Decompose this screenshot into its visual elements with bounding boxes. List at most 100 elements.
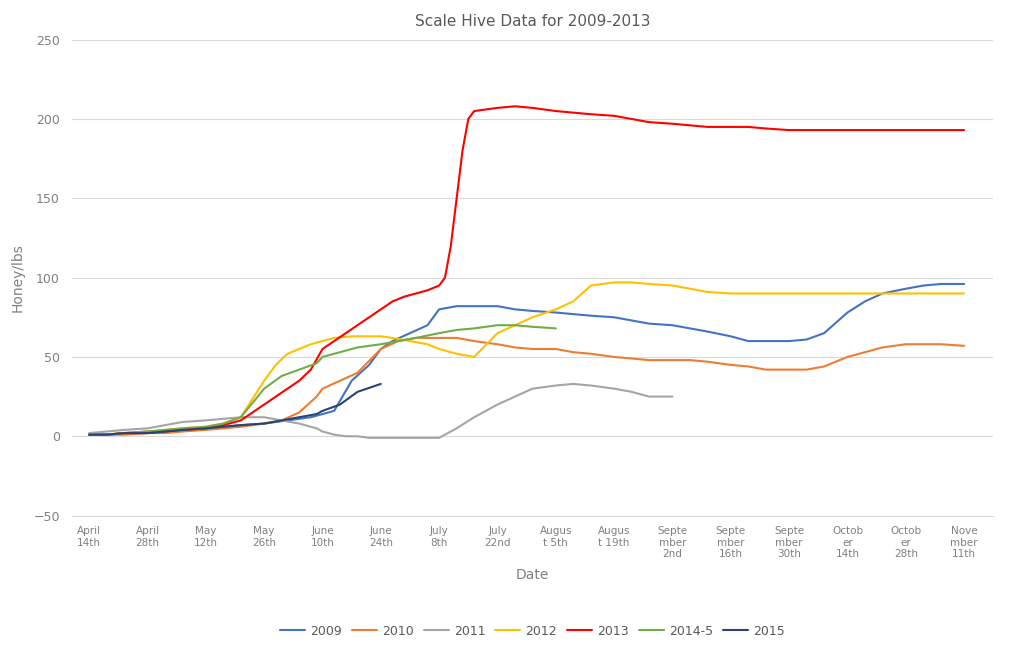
2009 — [305, 413, 317, 421]
2009 — [118, 429, 130, 437]
2010 — [550, 345, 562, 353]
2012 — [877, 290, 889, 297]
2015 — [258, 420, 270, 428]
2009 — [585, 312, 597, 320]
2010 — [410, 334, 422, 342]
2010 — [608, 353, 621, 361]
2009 — [345, 377, 357, 385]
2010 — [918, 340, 930, 348]
2014-5 — [316, 353, 329, 361]
2011 — [176, 418, 188, 426]
2010 — [701, 358, 714, 366]
Line: 2009: 2009 — [89, 284, 965, 435]
2011 — [258, 413, 270, 421]
2015 — [200, 424, 212, 432]
2009 — [176, 426, 188, 434]
2012 — [159, 426, 171, 434]
2012 — [550, 305, 562, 313]
2012 — [269, 361, 282, 369]
2012 — [141, 428, 154, 436]
2012 — [118, 429, 130, 437]
2010 — [783, 366, 796, 373]
2012 — [282, 350, 294, 358]
2010 — [818, 362, 830, 370]
2009 — [234, 421, 247, 429]
2011 — [626, 388, 638, 396]
2010 — [141, 429, 154, 437]
2009 — [269, 418, 282, 426]
2012 — [626, 278, 638, 286]
2011 — [550, 381, 562, 389]
2009 — [801, 336, 813, 344]
2012 — [958, 290, 971, 297]
2014-5 — [468, 325, 480, 332]
2010 — [900, 340, 912, 348]
2011 — [328, 431, 340, 439]
2009 — [667, 321, 679, 329]
Line: 2014-5: 2014-5 — [89, 325, 556, 435]
2012 — [176, 424, 188, 432]
2009 — [842, 309, 854, 317]
2012 — [842, 290, 854, 297]
2012 — [293, 345, 305, 353]
2009 — [742, 337, 755, 345]
2011 — [351, 432, 364, 440]
Line: 2013: 2013 — [89, 106, 965, 435]
Title: Scale Hive Data for 2009-2013: Scale Hive Data for 2009-2013 — [415, 14, 650, 29]
2009 — [567, 310, 580, 318]
2014-5 — [275, 372, 288, 380]
2012 — [433, 345, 445, 353]
2012 — [386, 334, 398, 342]
2013 — [958, 126, 971, 134]
2012 — [345, 332, 357, 340]
2011 — [526, 385, 539, 393]
2011 — [316, 428, 329, 436]
2013 — [567, 108, 580, 116]
2009 — [282, 416, 294, 424]
2012 — [234, 413, 247, 421]
2009 — [258, 420, 270, 428]
2014-5 — [100, 431, 113, 439]
2014-5 — [492, 321, 504, 329]
2015 — [293, 413, 305, 421]
2010 — [217, 424, 229, 432]
2011 — [643, 393, 655, 401]
2012 — [509, 321, 521, 329]
2009 — [293, 415, 305, 423]
2010 — [375, 345, 387, 353]
2014-5 — [234, 413, 247, 421]
2012 — [725, 290, 737, 297]
2010 — [742, 362, 755, 370]
2009 — [918, 282, 930, 290]
2010 — [643, 356, 655, 364]
2009 — [83, 431, 95, 439]
2011 — [217, 415, 229, 423]
2010 — [234, 423, 247, 431]
2009 — [433, 305, 445, 313]
2014-5 — [451, 326, 463, 334]
2011 — [310, 424, 323, 432]
2013 — [386, 297, 398, 305]
2010 — [200, 426, 212, 434]
2009 — [159, 428, 171, 436]
2009 — [760, 337, 772, 345]
2011 — [410, 434, 422, 442]
2012 — [701, 288, 714, 296]
2014-5 — [141, 428, 154, 436]
2015 — [375, 380, 387, 388]
2009 — [386, 337, 398, 345]
2013 — [83, 431, 95, 439]
2010 — [801, 366, 813, 373]
2014-5 — [550, 325, 562, 332]
2014-5 — [159, 426, 171, 434]
2011 — [608, 385, 621, 393]
2015 — [176, 426, 188, 434]
2014-5 — [433, 329, 445, 337]
2009 — [701, 328, 714, 336]
2010 — [725, 361, 737, 369]
2011 — [375, 434, 387, 442]
2012 — [585, 282, 597, 290]
Line: 2012: 2012 — [89, 282, 965, 435]
2015 — [234, 421, 247, 429]
2012 — [217, 420, 229, 428]
